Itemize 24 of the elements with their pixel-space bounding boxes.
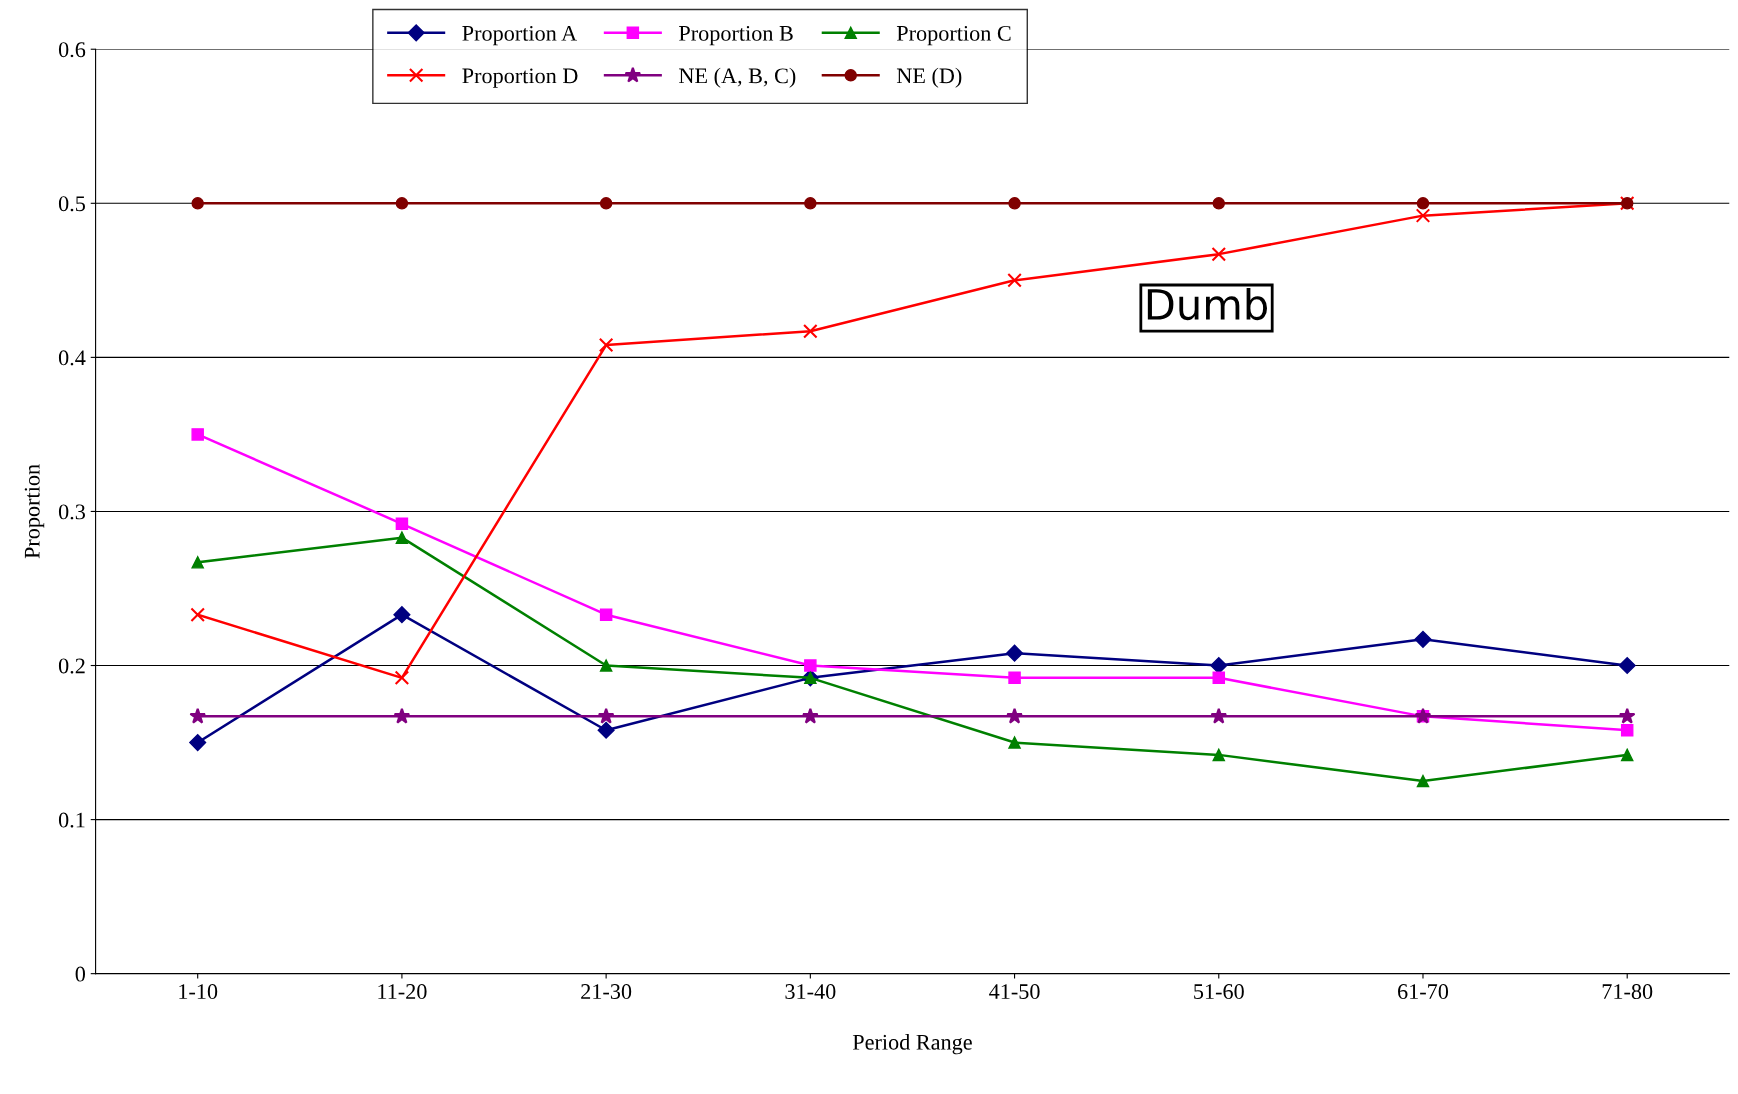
legend-label: Proportion C xyxy=(896,25,1011,46)
x-tick-label: 31-40 xyxy=(785,984,836,1000)
y-tick-label: 0 xyxy=(75,966,86,982)
legend-label: NE (D) xyxy=(896,67,962,88)
legend-label: Proportion B xyxy=(679,25,793,46)
x-axis-title: Period Range xyxy=(852,1034,972,1055)
x-tick-label: 11-20 xyxy=(378,984,427,1000)
x-tick-label: 41-50 xyxy=(989,984,1040,1000)
legend-label: NE (A, B, C) xyxy=(679,67,796,88)
y-tick-label: 0.6 xyxy=(58,42,86,58)
legend-label: Proportion A xyxy=(462,25,578,46)
x-tick-label: 51-60 xyxy=(1194,984,1244,1000)
y-axis-title: Proportion xyxy=(24,464,45,559)
x-tick-label: 21-30 xyxy=(581,984,632,1000)
y-tick-label: 0.1 xyxy=(58,812,85,828)
x-tick-label: 71-80 xyxy=(1602,984,1653,1000)
x-tick-label: 61-70 xyxy=(1398,984,1449,1000)
y-tick-label: 0.4 xyxy=(58,350,86,366)
annotation: Dumb xyxy=(1147,287,1268,321)
y-tick-label: 0.5 xyxy=(58,196,85,212)
y-tick-label: 0.3 xyxy=(58,504,85,520)
legend-label: Proportion D xyxy=(462,68,578,88)
x-tick-label: 1-10 xyxy=(179,984,218,1000)
y-tick-label: 0.2 xyxy=(58,658,85,674)
